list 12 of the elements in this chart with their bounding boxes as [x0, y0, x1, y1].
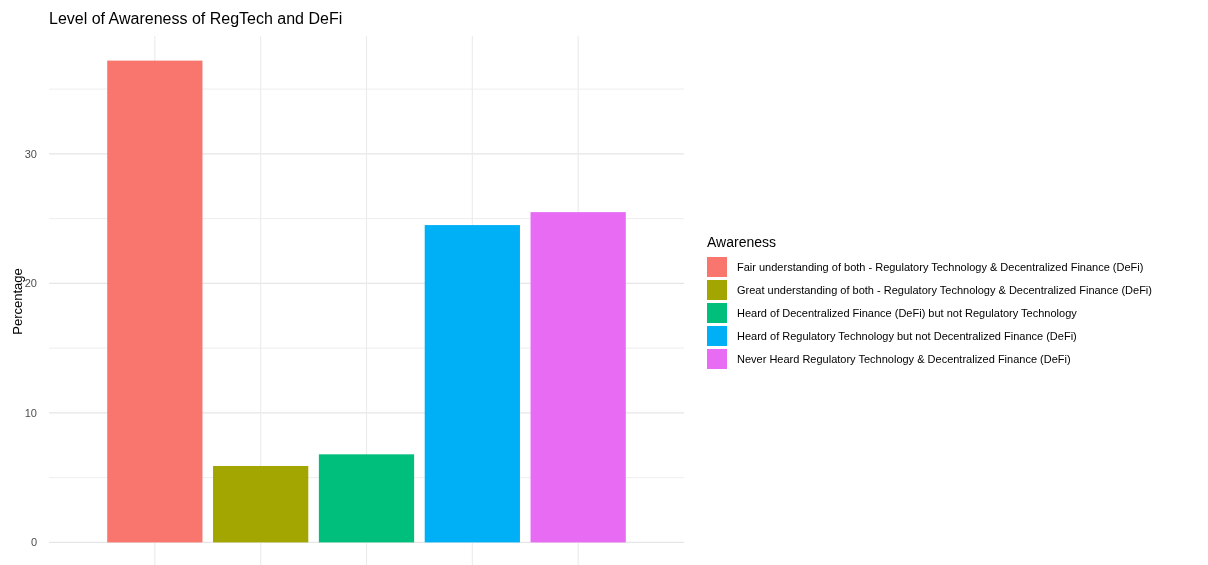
y-tick-label: 20	[24, 277, 37, 290]
y-tick-label: 10	[24, 406, 37, 419]
legend-label: Fair understanding of both - Regulatory Technology & Decentralized Finance (DeFi)	[737, 261, 1144, 273]
y-tick-label: 30	[24, 147, 37, 160]
legend-label: Great understanding of both - Regulatory Technology & Decentralized Finance (DeFi)	[737, 284, 1152, 296]
chart-title: Level of Awareness of RegTech and DeFi	[49, 10, 343, 27]
legend-title: Awareness	[707, 234, 777, 250]
y-axis-title: Percentage	[10, 268, 25, 335]
y-tick-label: 0	[30, 536, 37, 549]
legend-label: Heard of Decentralized Finance (DeFi) but not Regulatory Technology	[737, 307, 1078, 319]
legend-label: Heard of Regulatory Technology but not Decentralized Finance (DeFi)	[737, 330, 1077, 342]
legend-label: Never Heard Regulatory Technology & Decentralized Finance (DeFi)	[737, 353, 1071, 365]
